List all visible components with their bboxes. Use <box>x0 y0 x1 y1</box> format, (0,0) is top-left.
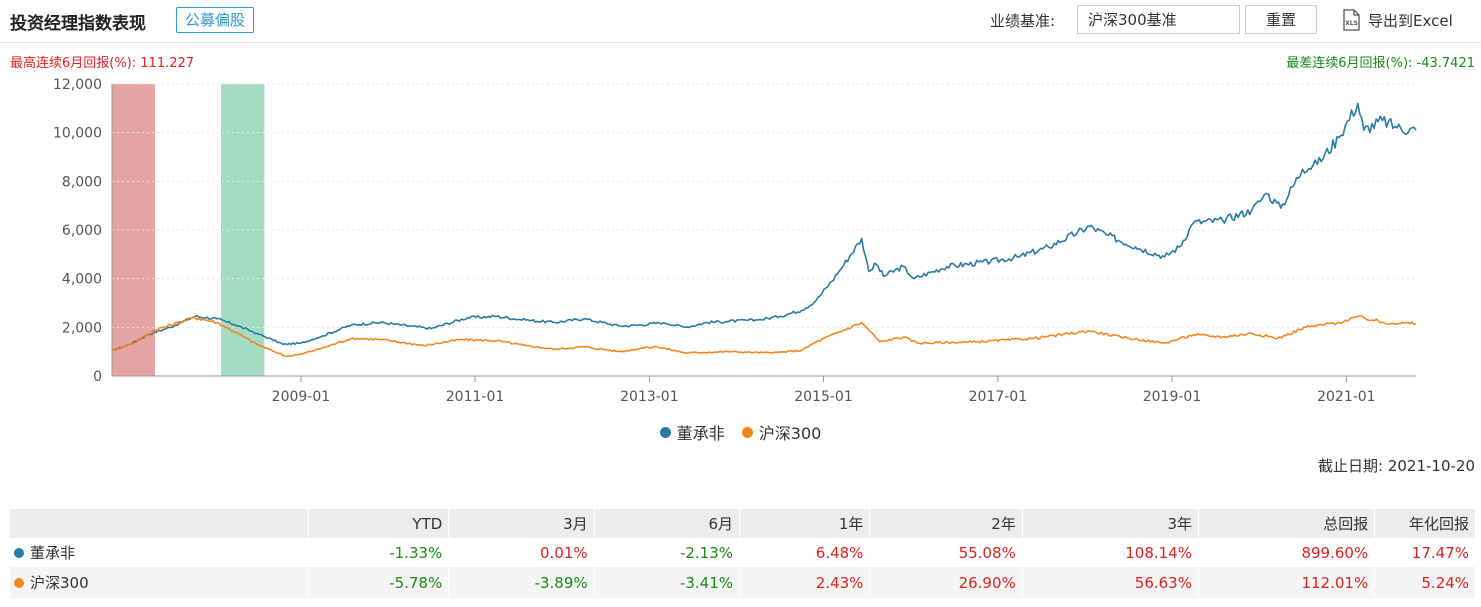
cell-3y: 108.14% <box>1022 538 1199 568</box>
th-6m: 6月 <box>594 509 741 538</box>
x-tick-label: 2009-01 <box>272 389 331 405</box>
cell-total: 112.01% <box>1198 567 1376 598</box>
y-tick-label: 12,000 <box>53 77 102 93</box>
x-tick-label: 2013-01 <box>620 389 679 405</box>
cell-6m: -3.41% <box>594 567 741 598</box>
table-header-row: YTD 3月 6月 1年 2年 3年 总回报 年化回报 <box>10 509 1476 538</box>
row-dot-manager <box>14 548 24 558</box>
cell-1y: 2.43% <box>739 567 871 598</box>
benchmark-input[interactable] <box>1077 5 1240 34</box>
th-total: 总回报 <box>1198 509 1376 538</box>
page-title: 投资经理指数表现 <box>10 14 146 34</box>
fund-type-tag[interactable]: 公募偏股 <box>176 7 255 33</box>
cell-annual: 5.24% <box>1374 567 1476 598</box>
min-6m-return: 最差连续6月回报(%): -43.7421 <box>1286 56 1475 71</box>
row-label: 沪深300 <box>30 574 89 592</box>
y-tick-label: 8,000 <box>62 174 102 190</box>
svg-text:XLS: XLS <box>1345 20 1358 27</box>
cell-2y: 55.08% <box>869 538 1023 568</box>
th-3y: 3年 <box>1022 509 1199 538</box>
th-ytd: YTD <box>308 509 450 538</box>
th-3m: 3月 <box>448 509 595 538</box>
legend-dot-index <box>741 426 753 438</box>
legend-label-index: 沪深300 <box>758 424 822 443</box>
x-tick-label: 2017-01 <box>969 389 1028 405</box>
y-tick-label: 0 <box>93 369 102 385</box>
chart-legend: 董承非 沪深300 <box>0 420 1481 444</box>
export-excel-button[interactable]: XLS 导出到Excel <box>1340 8 1453 32</box>
cell-ytd: -5.78% <box>308 567 450 598</box>
series-line-index <box>111 314 1417 358</box>
row-name-manager: 董承非 <box>10 538 309 568</box>
series-line-manager <box>111 102 1417 352</box>
cell-2y: 26.90% <box>869 567 1023 598</box>
row-name-index: 沪深300 <box>10 567 309 598</box>
y-tick-label: 2,000 <box>62 320 102 336</box>
cell-total: 899.60% <box>1198 538 1376 568</box>
cell-6m: -2.13% <box>594 538 741 568</box>
y-tick-label: 6,000 <box>62 223 102 239</box>
max-6m-return: 最高连续6月回报(%): 111.227 <box>10 56 195 71</box>
reset-button[interactable]: 重置 <box>1245 5 1317 34</box>
table-row: 沪深300 -5.78% -3.89% -3.41% 2.43% 26.90% … <box>10 567 1476 598</box>
legend-label-manager: 董承非 <box>676 424 725 443</box>
cell-1y: 6.48% <box>739 538 871 568</box>
header-bar: 投资经理指数表现 公募偏股 业绩基准: 重置 XLS 导出到Excel <box>0 0 1481 43</box>
th-1y: 1年 <box>739 509 871 538</box>
row-label: 董承非 <box>30 544 76 562</box>
table-row: 董承非 -1.33% 0.01% -2.13% 6.48% 55.08% 108… <box>10 538 1476 568</box>
y-tick-label: 4,000 <box>62 272 102 288</box>
export-label: 导出到Excel <box>1368 11 1453 30</box>
x-tick-label: 2011-01 <box>446 389 505 405</box>
performance-chart: 0 2,000 4,000 6,000 8,000 10,000 12,000 2009-01… <box>53 77 1417 405</box>
row-dot-index <box>14 578 24 588</box>
cell-3y: 56.63% <box>1022 567 1199 598</box>
x-tick-label: 2019-01 <box>1143 389 1202 405</box>
x-tick-label: 2015-01 <box>794 389 853 405</box>
cell-annual: 17.47% <box>1374 538 1476 568</box>
y-tick-label: 10,000 <box>53 126 102 142</box>
x-tick-label: 2021-01 <box>1317 389 1376 405</box>
cell-3m: 0.01% <box>448 538 595 568</box>
cell-3m: -3.89% <box>448 567 595 598</box>
excel-file-icon: XLS <box>1343 9 1360 31</box>
th-2y: 2年 <box>869 509 1023 538</box>
as-of-date: 截止日期: 2021-10-20 <box>1318 457 1475 475</box>
th-name <box>10 509 309 538</box>
legend-dot-manager <box>659 426 671 438</box>
cell-ytd: -1.33% <box>308 538 450 568</box>
returns-table: YTD 3月 6月 1年 2年 3年 总回报 年化回报 董承非 -1.33% 0… <box>10 509 1476 598</box>
th-annual: 年化回报 <box>1374 509 1476 538</box>
legend-item-index[interactable]: 沪深300 <box>741 420 822 444</box>
benchmark-label: 业绩基准: <box>990 12 1056 30</box>
legend-item-manager[interactable]: 董承非 <box>659 420 725 444</box>
